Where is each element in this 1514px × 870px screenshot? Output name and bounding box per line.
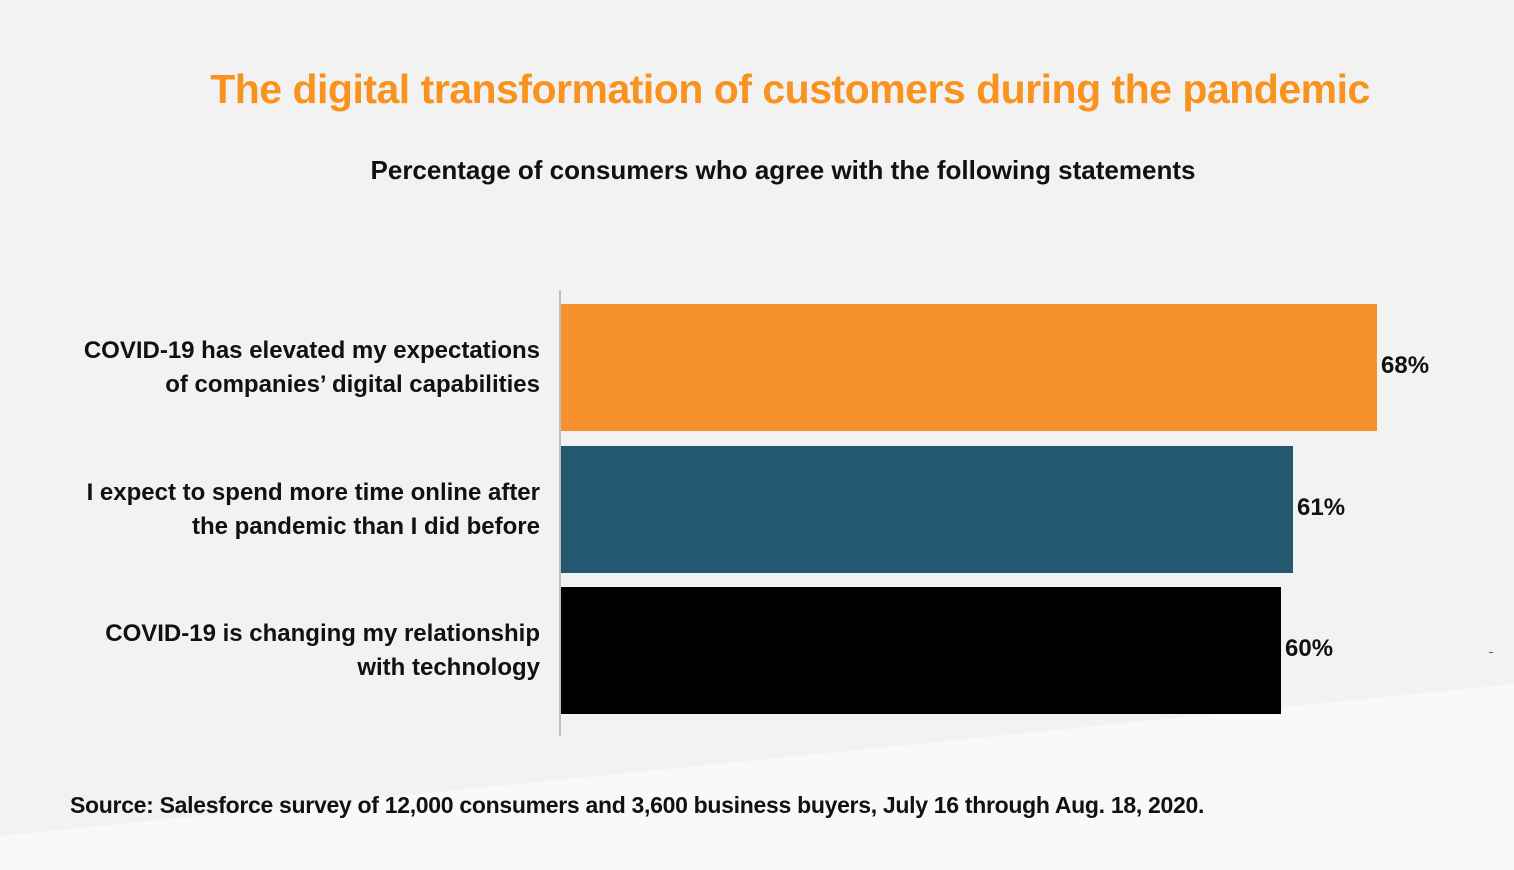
bar-1 <box>561 304 1377 431</box>
category-label-3: COVID-19 is changing my relationship with… <box>20 617 540 685</box>
chart-subtitle: Percentage of consumers who agree with t… <box>370 155 1196 185</box>
chart-title: The digital transformation of customers … <box>210 66 1370 112</box>
category-label-line: with technology <box>357 653 540 681</box>
category-label-1: COVID-19 has elevated my expectations of … <box>20 334 540 402</box>
value-label-3: 60% <box>1285 634 1334 662</box>
category-label-2: I expect to spend more time online after… <box>20 476 540 544</box>
value-label-1: 68% <box>1381 351 1430 379</box>
category-label-line: I expect to spend more time online after <box>86 478 540 506</box>
stray-mark <box>1489 652 1493 653</box>
value-label-2: 61% <box>1297 493 1346 521</box>
category-label-line: COVID-19 is changing my relationship <box>105 619 540 647</box>
category-label-line: of companies’ digital capabilities <box>165 370 540 398</box>
category-label-line: COVID-19 has elevated my expectations <box>83 336 540 364</box>
bar-2 <box>561 446 1293 573</box>
category-label-line: the pandemic than I did before <box>191 512 540 540</box>
bar-3 <box>561 587 1281 714</box>
source-note: Source: Salesforce survey of 12,000 cons… <box>70 792 1205 818</box>
y-axis-line <box>559 290 561 736</box>
